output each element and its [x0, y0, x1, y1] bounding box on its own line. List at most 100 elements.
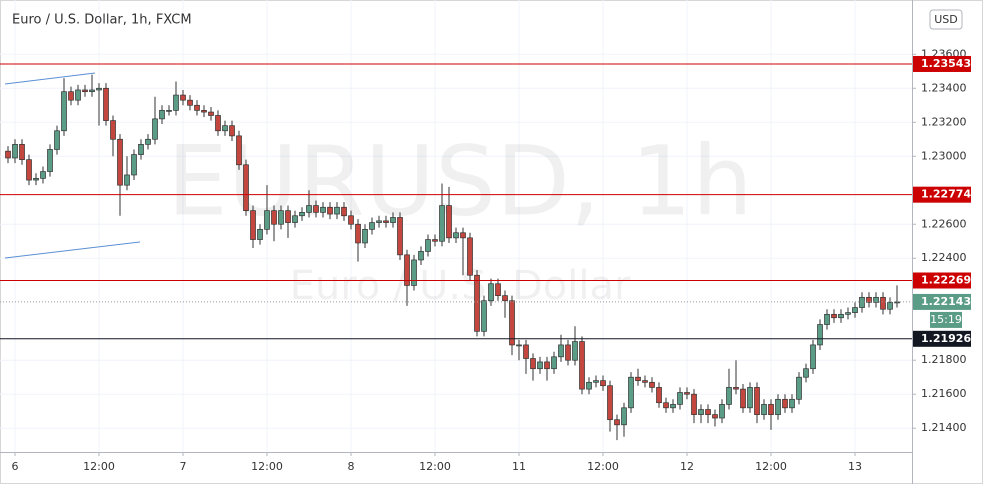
candle-body	[796, 376, 802, 400]
candle-body	[33, 178, 39, 181]
x-tick-label: 12	[680, 460, 694, 473]
candle-body	[887, 302, 893, 310]
candle-body	[880, 296, 886, 310]
candle-body	[75, 89, 81, 101]
chart-title: Euro / U.S. Dollar, 1h, FXCM	[12, 13, 192, 28]
candle-body	[82, 89, 88, 93]
candle-body	[551, 356, 557, 370]
candle-body	[12, 144, 18, 159]
candle-body	[698, 409, 704, 415]
candle-body	[628, 376, 634, 409]
candle-body	[320, 206, 326, 213]
candle-body	[537, 361, 543, 370]
candle-body	[453, 232, 459, 239]
candle-body	[754, 387, 760, 415]
level-label: 1.21926	[921, 332, 971, 345]
candle-body	[334, 206, 340, 215]
candle-body	[425, 239, 431, 252]
candle-body	[299, 212, 305, 217]
candle-body	[250, 210, 256, 240]
candle-body	[642, 380, 648, 383]
candle-body	[243, 164, 249, 212]
candle-body	[775, 398, 781, 415]
candle-body	[579, 341, 585, 390]
candle-body	[726, 387, 732, 405]
candle-body	[544, 361, 550, 370]
candle-body	[481, 300, 487, 332]
candle-body	[705, 409, 711, 415]
candle-body	[670, 404, 676, 409]
candle-body	[236, 135, 242, 166]
candle-body	[278, 210, 284, 225]
candle-body	[656, 387, 662, 404]
candle-body	[187, 99, 193, 106]
currency-box[interactable]	[929, 9, 963, 30]
candle-body	[810, 344, 816, 370]
candle-body	[54, 130, 60, 150]
candle-body	[516, 344, 522, 347]
candle-body	[390, 217, 396, 223]
candle-body	[446, 205, 452, 239]
candle-body	[467, 237, 473, 276]
last-price-box	[913, 293, 971, 310]
candle-body	[789, 398, 795, 409]
candle-body	[593, 380, 599, 383]
candle-body	[5, 150, 11, 159]
candle-body	[866, 296, 872, 303]
candle-body	[460, 232, 466, 239]
candle-body	[817, 324, 823, 346]
candle-body	[845, 312, 851, 315]
candle-body	[740, 388, 746, 409]
candle-body	[684, 392, 690, 395]
y-tick-label: 1.23000	[921, 149, 967, 162]
candle-body	[782, 398, 788, 409]
candle-body	[432, 239, 438, 242]
candle-body	[838, 313, 844, 319]
candle-body	[61, 91, 67, 132]
x-tick-label: 8	[348, 460, 355, 473]
candle-body	[509, 300, 515, 346]
candle-body	[677, 392, 683, 405]
candle-body	[621, 407, 627, 426]
candle-body	[600, 380, 606, 387]
candle-body	[110, 120, 116, 140]
trend-line	[4, 241, 141, 259]
candle-body	[565, 344, 571, 361]
candle-body	[152, 118, 158, 140]
level-label-box	[913, 55, 971, 72]
candle-body	[348, 215, 354, 225]
candle-body	[383, 220, 389, 223]
x-tick-label: 11	[512, 460, 526, 473]
candle-body	[747, 387, 753, 409]
currency[interactable]: USD	[934, 13, 958, 26]
candle-body	[859, 296, 865, 308]
candle-body	[138, 144, 144, 155]
candle-body	[19, 144, 25, 161]
candle-body	[474, 274, 480, 332]
candle-body	[194, 104, 200, 111]
candle-body	[418, 251, 424, 261]
candle-body	[502, 295, 508, 302]
candle-body	[733, 387, 739, 390]
x-tick-label: 12:00	[83, 460, 115, 473]
y-tick-label: 1.23200	[921, 115, 967, 128]
candle-body	[768, 404, 774, 415]
candle-body	[306, 205, 312, 213]
candle-body	[523, 344, 529, 359]
candle-body	[712, 414, 718, 419]
candle-body	[691, 393, 697, 415]
candle-body	[292, 215, 298, 223]
candle-body	[89, 89, 95, 93]
candle-body	[68, 91, 74, 101]
candle-body	[852, 307, 858, 313]
candle-body	[495, 283, 501, 296]
candle-body	[376, 220, 382, 223]
candle-body	[313, 205, 319, 213]
y-tick-label: 1.21600	[921, 387, 967, 400]
candle-body	[404, 254, 410, 286]
candle-body	[649, 381, 655, 388]
candle-body	[145, 138, 151, 145]
candle-body	[663, 402, 669, 409]
